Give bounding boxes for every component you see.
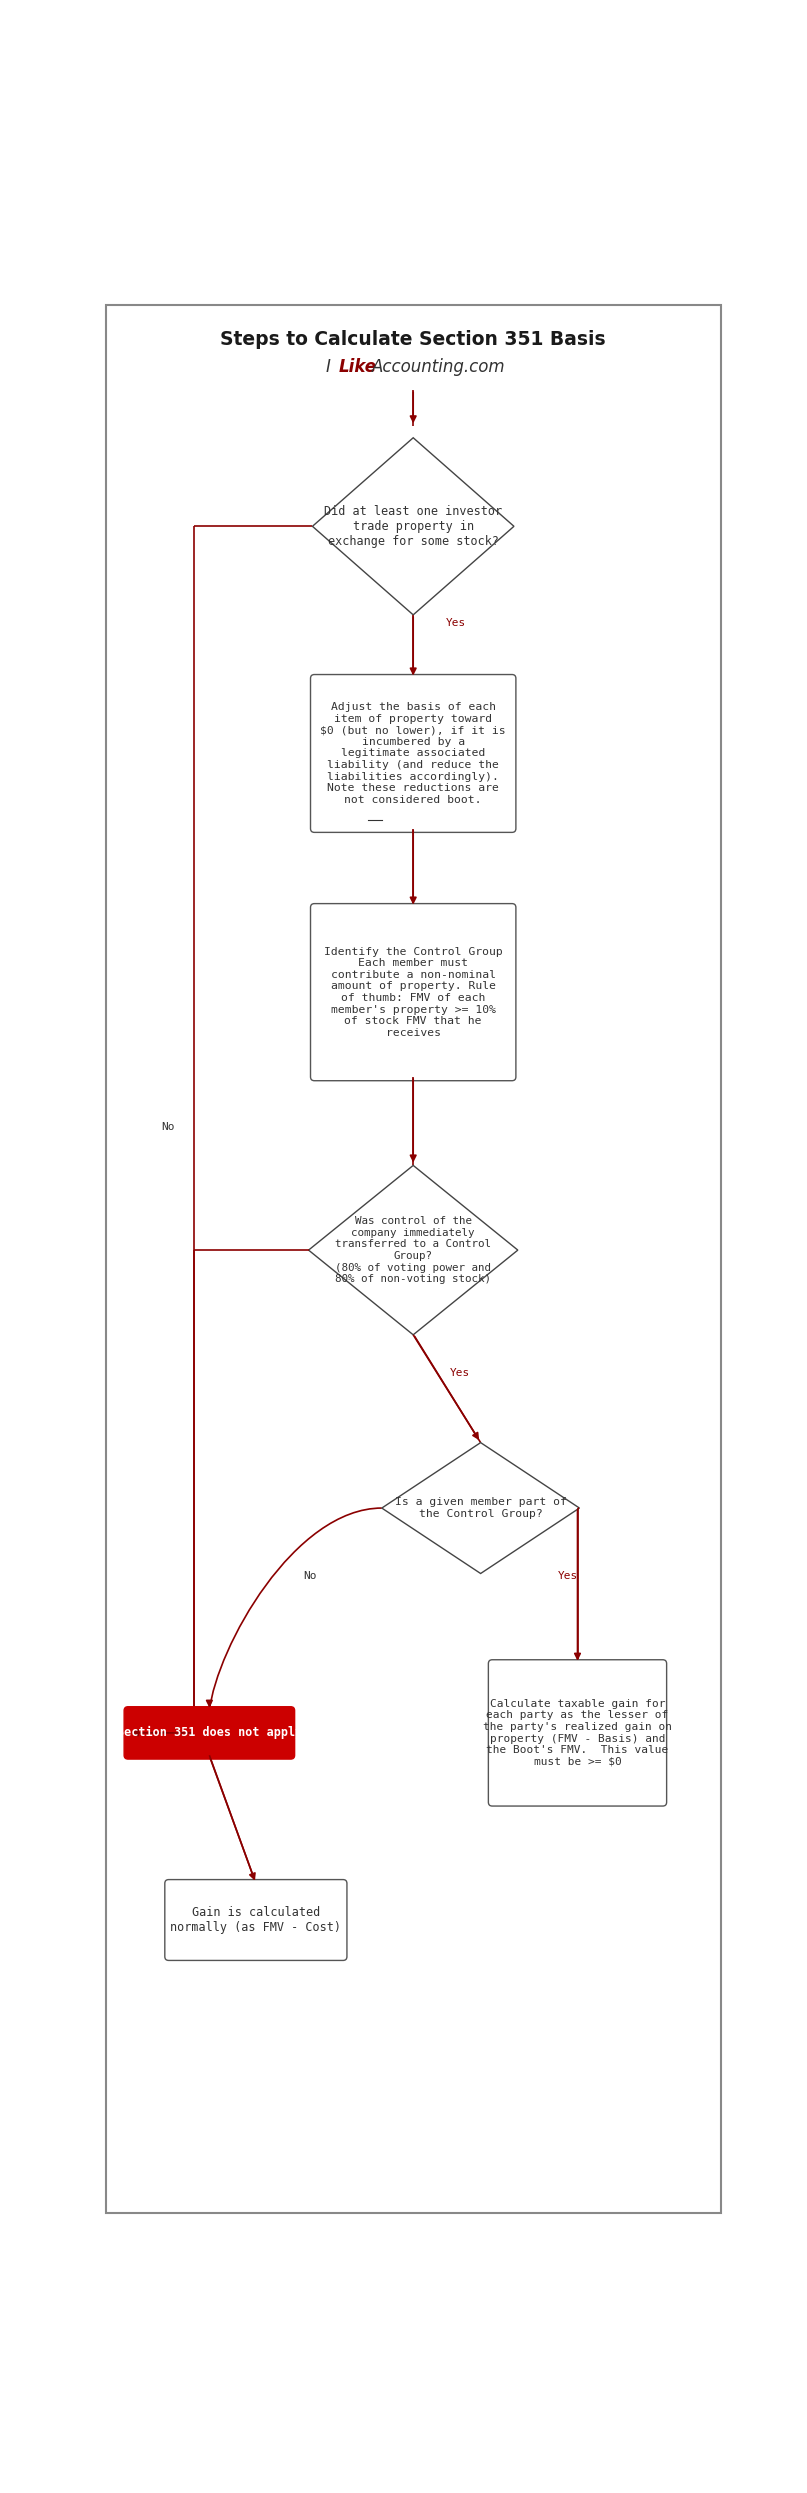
Text: I: I <box>326 359 331 376</box>
Text: Gain is calculated
normally (as FMV - Cost): Gain is calculated normally (as FMV - Co… <box>170 1907 341 1935</box>
FancyBboxPatch shape <box>488 1660 667 1805</box>
Text: No: No <box>161 1122 175 1132</box>
FancyBboxPatch shape <box>165 1880 347 1959</box>
Text: Section 351 does not apply: Section 351 does not apply <box>117 1725 302 1740</box>
Text: Accounting.com: Accounting.com <box>372 359 506 376</box>
Text: Yes: Yes <box>558 1571 579 1581</box>
Text: Yes: Yes <box>449 1369 470 1379</box>
Text: Like: Like <box>339 359 377 376</box>
Text: Steps to Calculate Section 351 Basis: Steps to Calculate Section 351 Basis <box>220 329 606 349</box>
Text: Was control of the
company immediately
transferred to a Control
Group?
(80% of v: Was control of the company immediately t… <box>335 1217 491 1284</box>
Text: Did at least one investor
trade property in
exchange for some stock?: Did at least one investor trade property… <box>324 504 502 548</box>
FancyBboxPatch shape <box>311 676 516 833</box>
FancyBboxPatch shape <box>311 902 516 1079</box>
Text: No: No <box>303 1571 317 1581</box>
Text: Adjust the basis of each
item of property toward
$0 (but no lower), if it is
inc: Adjust the basis of each item of propert… <box>320 703 506 805</box>
Text: Calculate taxable gain for
each party as the lesser of
the party's realized gain: Calculate taxable gain for each party as… <box>483 1698 672 1768</box>
Text: Yes: Yes <box>445 618 466 628</box>
FancyBboxPatch shape <box>124 1708 295 1760</box>
Text: Is a given member part of
the Control Group?: Is a given member part of the Control Gr… <box>395 1498 567 1518</box>
Text: Identify the Control Group
Each member must
contribute a non-nominal
amount of p: Identify the Control Group Each member m… <box>324 947 503 1037</box>
